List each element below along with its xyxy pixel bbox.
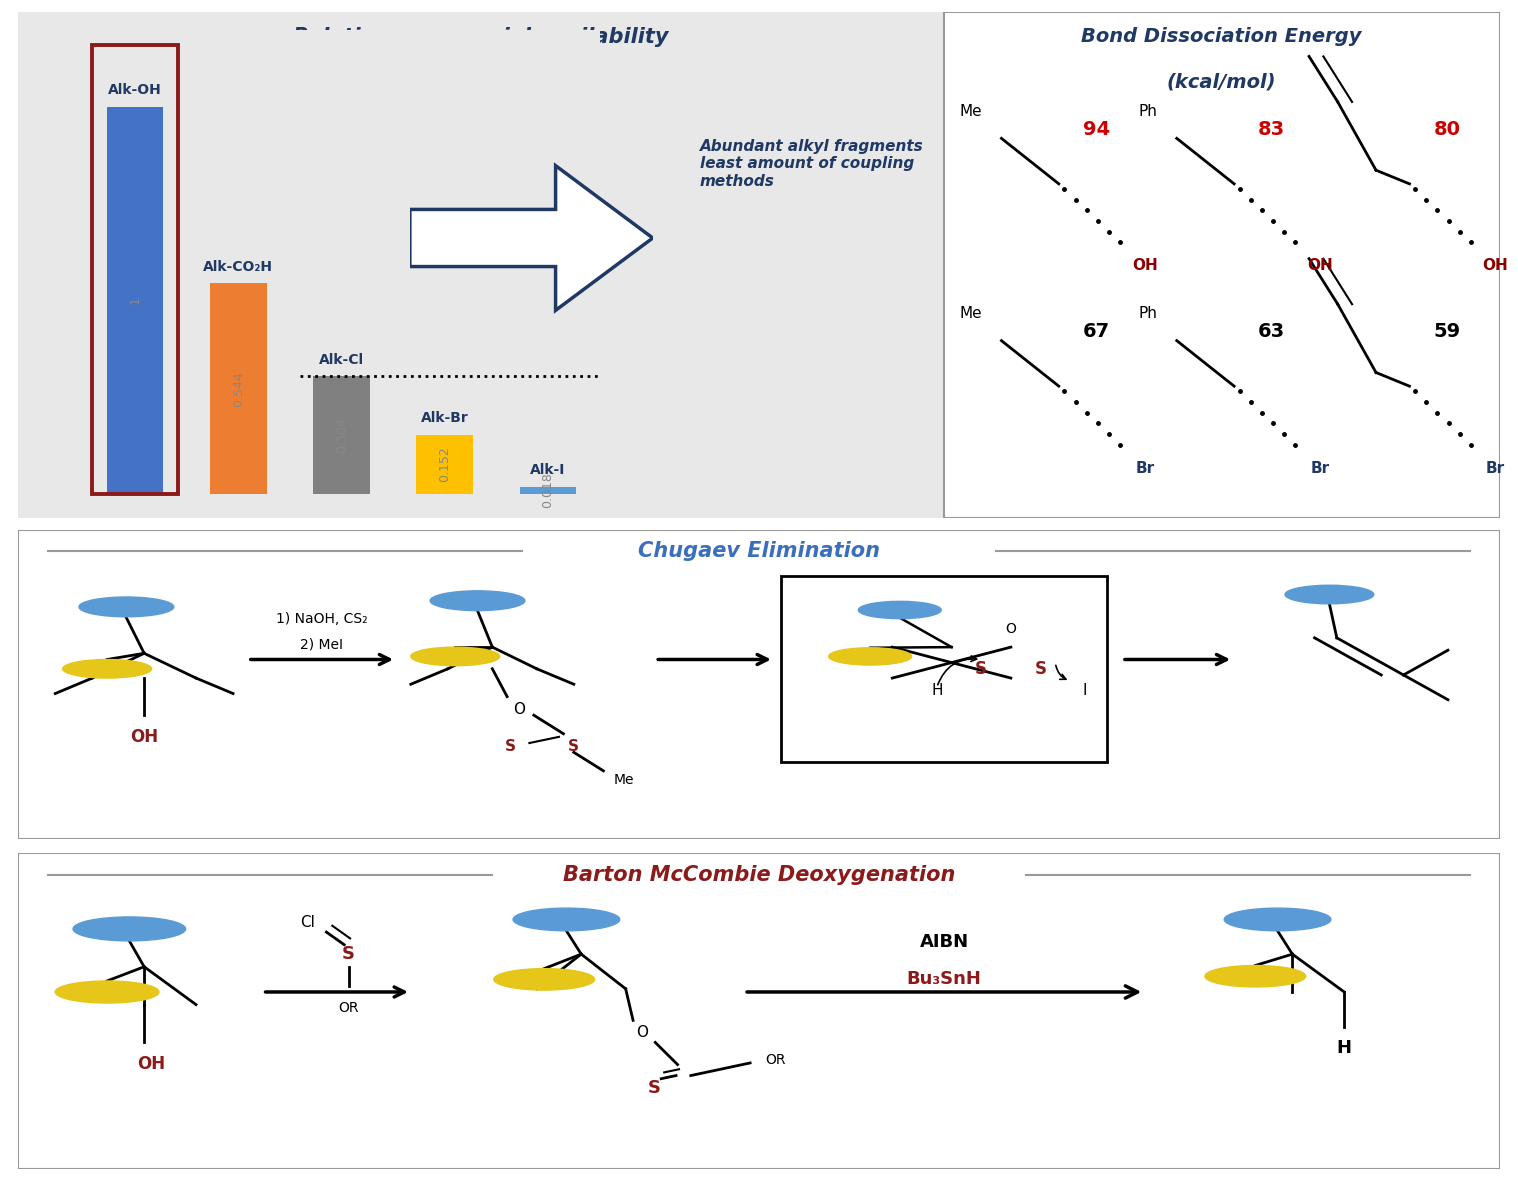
Bar <box>209 283 267 494</box>
Text: 1: 1 <box>129 296 141 305</box>
Text: 0.304: 0.304 <box>335 418 348 453</box>
Text: S: S <box>568 739 580 753</box>
Text: (kcal/mol): (kcal/mol) <box>1166 73 1277 92</box>
Bar <box>782 576 1107 762</box>
Text: I: I <box>1082 683 1087 699</box>
Text: H: H <box>931 683 943 699</box>
Circle shape <box>1284 585 1374 603</box>
Text: OH: OH <box>1307 258 1333 274</box>
Text: Ph: Ph <box>1138 104 1158 119</box>
Circle shape <box>62 659 152 678</box>
Text: OR: OR <box>765 1053 785 1066</box>
Text: Relative commercial availability: Relative commercial availability <box>293 27 668 48</box>
Text: Br: Br <box>1310 461 1330 476</box>
Bar <box>416 436 474 494</box>
Bar <box>106 107 164 494</box>
Circle shape <box>829 647 912 665</box>
Text: 80: 80 <box>1433 120 1460 139</box>
Circle shape <box>430 590 525 610</box>
Text: AIBN: AIBN <box>920 933 968 951</box>
Text: S: S <box>975 659 987 678</box>
Circle shape <box>411 647 499 665</box>
Circle shape <box>1205 965 1305 987</box>
Circle shape <box>55 981 159 1003</box>
Circle shape <box>79 597 173 616</box>
Text: Bond Dissociation Energy: Bond Dissociation Energy <box>1081 27 1362 46</box>
Text: Me: Me <box>613 774 635 787</box>
Text: O: O <box>636 1026 648 1040</box>
Text: O: O <box>513 701 525 716</box>
Text: OH: OH <box>131 727 158 746</box>
Bar <box>18 12 944 518</box>
Text: OR: OR <box>339 1002 358 1015</box>
Bar <box>313 376 370 494</box>
Bar <box>519 487 577 494</box>
Circle shape <box>73 917 185 941</box>
Text: Alk-CO₂H: Alk-CO₂H <box>203 259 273 274</box>
Text: Chugaev Elimination: Chugaev Elimination <box>638 541 880 562</box>
Text: S: S <box>504 739 516 753</box>
Text: O: O <box>1005 621 1017 635</box>
Text: H: H <box>1337 1039 1351 1057</box>
Text: 94: 94 <box>1082 120 1110 139</box>
Text: OH: OH <box>138 1056 165 1073</box>
Text: S: S <box>647 1079 660 1097</box>
Text: 1) NaOH, CS₂: 1) NaOH, CS₂ <box>276 613 367 626</box>
Text: OH: OH <box>1483 258 1509 274</box>
Text: 83: 83 <box>1258 120 1286 139</box>
Circle shape <box>493 969 595 990</box>
Text: Barton McCombie Deoxygenation: Barton McCombie Deoxygenation <box>563 865 955 885</box>
Text: Me: Me <box>959 104 982 119</box>
Polygon shape <box>410 165 653 311</box>
Text: OH: OH <box>1132 258 1158 274</box>
Text: 63: 63 <box>1258 322 1286 342</box>
Circle shape <box>513 908 619 931</box>
Text: Br: Br <box>1135 461 1154 476</box>
Text: 0.544: 0.544 <box>232 371 244 407</box>
Text: Me: Me <box>959 306 982 321</box>
Text: Alk-Cl: Alk-Cl <box>319 352 364 367</box>
Text: Cl: Cl <box>299 915 314 931</box>
Text: Bu₃SnH: Bu₃SnH <box>906 970 982 989</box>
Text: Alk-I: Alk-I <box>530 463 566 477</box>
Text: Alk-Br: Alk-Br <box>420 412 469 425</box>
Text: Alk-OH: Alk-OH <box>108 83 162 98</box>
Text: Abundant alkyl fragments
least amount of coupling
methods: Abundant alkyl fragments least amount of… <box>700 139 923 188</box>
Text: S: S <box>342 945 355 963</box>
Text: S: S <box>1034 659 1046 678</box>
Text: 0.018: 0.018 <box>542 472 554 508</box>
Circle shape <box>858 601 941 619</box>
Text: 0.152: 0.152 <box>439 446 451 482</box>
Text: 67: 67 <box>1082 322 1110 342</box>
Circle shape <box>1224 908 1331 931</box>
Text: 59: 59 <box>1433 322 1460 342</box>
Text: Ph: Ph <box>1138 306 1158 321</box>
Text: 2) MeI: 2) MeI <box>301 637 343 651</box>
Text: Br: Br <box>1486 461 1504 476</box>
